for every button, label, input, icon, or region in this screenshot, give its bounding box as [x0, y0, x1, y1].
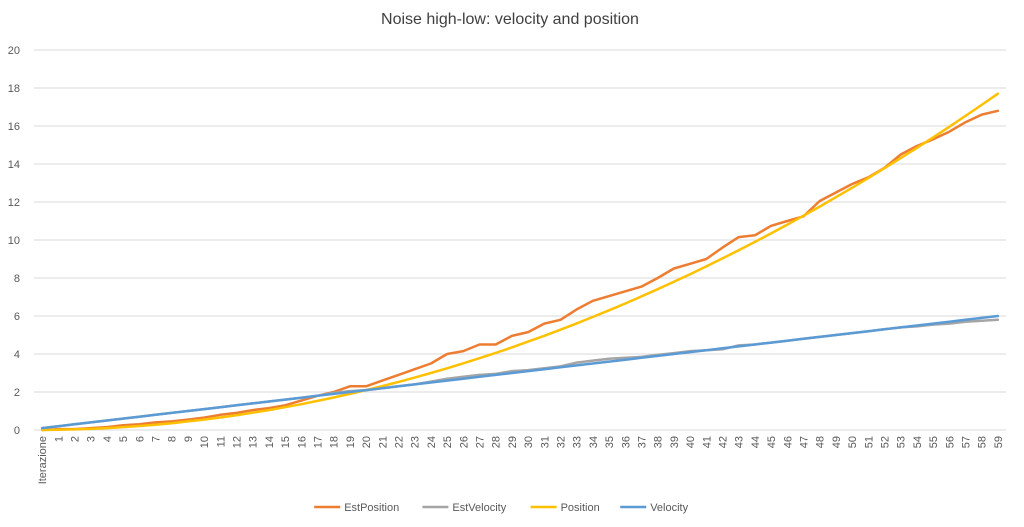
legend-label: EstPosition — [344, 502, 399, 514]
x-tick-label: 1 — [53, 436, 65, 442]
y-tick-label: 0 — [14, 425, 20, 437]
y-tick-label: 14 — [8, 159, 20, 171]
y-tick-label: 10 — [8, 235, 20, 247]
x-tick-label: 15 — [280, 436, 292, 448]
x-tick-label: 43 — [734, 436, 746, 448]
x-tick-label: 2 — [70, 436, 82, 442]
x-tick-label: 47 — [799, 436, 811, 448]
x-tick-label: 37 — [637, 436, 649, 448]
x-tick-label: 7 — [151, 436, 163, 442]
x-tick-label: 6 — [134, 436, 146, 442]
x-tick-label: 23 — [410, 436, 422, 448]
y-tick-label: 12 — [8, 197, 20, 209]
y-tick-label: 20 — [8, 45, 20, 57]
x-tick-label: 48 — [815, 436, 827, 448]
x-tick-label: 41 — [701, 436, 713, 448]
x-tick-label: 20 — [361, 436, 373, 448]
series-line — [40, 109, 1000, 432]
x-tick-label: 55 — [928, 436, 940, 448]
x-tick-label: 12 — [232, 436, 244, 448]
series-line — [40, 92, 1000, 432]
x-tick-label: 57 — [961, 436, 973, 448]
x-tick-label: 53 — [896, 436, 908, 448]
x-tick-label: 38 — [653, 436, 665, 448]
x-tick-label: 18 — [329, 436, 341, 448]
x-tick-label: 17 — [313, 436, 325, 448]
x-tick-label: 33 — [572, 436, 584, 448]
legend-label: Position — [561, 502, 600, 514]
x-tick-label: 34 — [588, 436, 600, 448]
x-tick-label: 36 — [620, 436, 632, 448]
x-tick-label: 26 — [458, 436, 470, 448]
x-tick-label: 52 — [880, 436, 892, 448]
x-tick-label: 49 — [831, 436, 843, 448]
x-tick-label: Iterazione — [37, 436, 49, 484]
x-tick-label: 11 — [215, 436, 227, 447]
x-tick-label: 54 — [912, 436, 924, 448]
x-tick-label: 31 — [539, 436, 551, 448]
x-tick-label: 35 — [604, 436, 616, 448]
x-tick-label: 40 — [685, 436, 697, 448]
y-tick-label: 2 — [14, 387, 20, 399]
x-tick-label: 25 — [442, 436, 454, 448]
x-tick-label: 30 — [523, 436, 535, 448]
x-tick-label: 56 — [944, 436, 956, 448]
legend-label: EstVelocity — [452, 502, 506, 514]
x-tick-label: 28 — [491, 436, 503, 448]
x-tick-label: 9 — [183, 436, 195, 442]
x-tick-label: 45 — [766, 436, 778, 448]
chart-title: Noise high-low: velocity and position — [381, 11, 639, 28]
x-tick-label: 32 — [556, 436, 568, 448]
x-tick-label: 50 — [847, 436, 859, 448]
x-tick-label: 46 — [782, 436, 794, 448]
x-tick-label: 4 — [102, 436, 114, 442]
x-tick-label: 10 — [199, 436, 211, 448]
legend-label: Velocity — [650, 502, 688, 514]
y-tick-label: 6 — [14, 311, 20, 323]
x-tick-label: 59 — [993, 436, 1005, 448]
x-tick-label: 19 — [345, 436, 357, 448]
x-tick-label: 51 — [863, 436, 875, 448]
x-tick-label: 22 — [394, 436, 406, 448]
x-tick-label: 29 — [507, 436, 519, 448]
x-tick-label: 58 — [977, 436, 989, 448]
x-tick-label: 44 — [750, 436, 762, 448]
x-tick-label: 27 — [475, 436, 487, 448]
y-tick-label: 18 — [8, 83, 20, 95]
x-tick-label: 39 — [669, 436, 681, 448]
x-tick-label: 42 — [718, 436, 730, 448]
x-tick-label: 14 — [264, 436, 276, 448]
x-tick-label: 5 — [118, 436, 130, 442]
y-tick-label: 8 — [14, 273, 20, 285]
x-tick-label: 3 — [86, 436, 98, 442]
x-tick-label: 24 — [426, 436, 438, 448]
x-tick-label: 8 — [167, 436, 179, 442]
x-tick-label: 16 — [296, 436, 308, 448]
x-tick-label: 21 — [377, 436, 389, 448]
y-tick-label: 16 — [8, 121, 20, 133]
series-line — [40, 314, 1000, 430]
x-tick-label: 13 — [248, 436, 260, 448]
y-tick-label: 4 — [14, 349, 20, 361]
